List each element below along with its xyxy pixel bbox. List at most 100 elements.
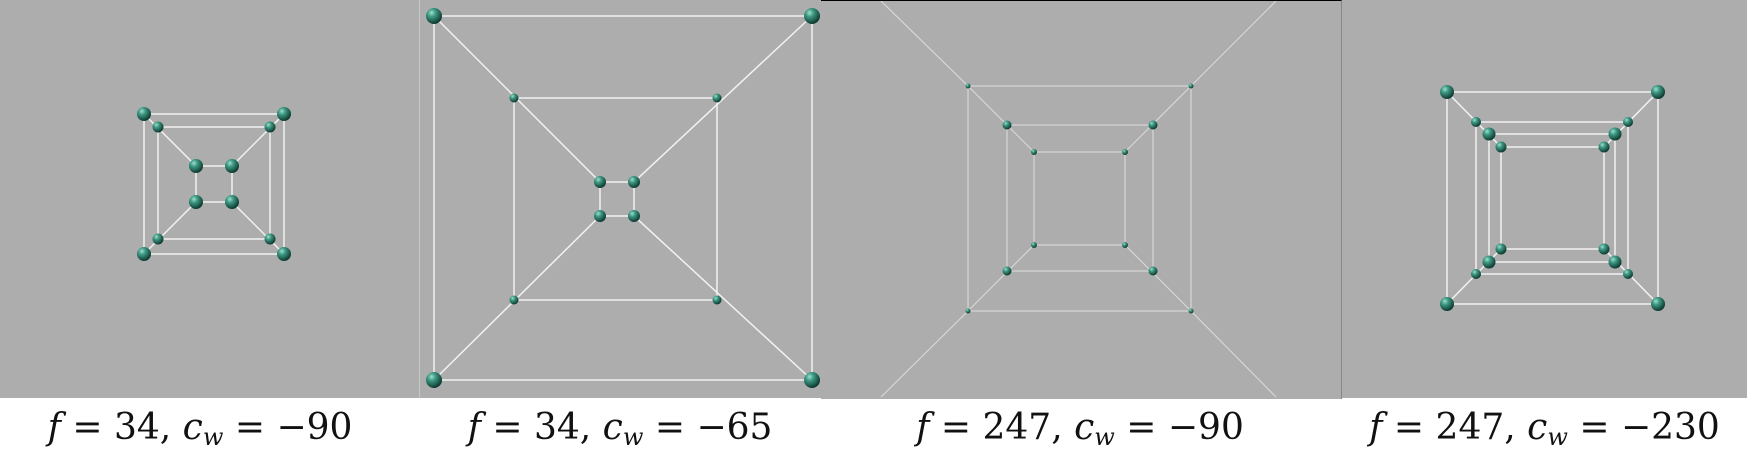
w-subscript: w	[1547, 423, 1568, 451]
graph-nodes	[426, 8, 820, 388]
w-subscript: w	[202, 423, 224, 451]
cw-value: −90	[276, 407, 353, 448]
node	[152, 121, 164, 133]
graph-nodes	[137, 107, 291, 261]
node	[965, 83, 971, 89]
node	[628, 210, 640, 222]
caption-panel-1: f = 34, cw = −90	[0, 404, 400, 452]
c-symbol: c	[182, 407, 203, 448]
render-panel-1	[0, 0, 419, 398]
node	[426, 8, 442, 24]
f-value: 34	[533, 407, 580, 448]
graph-nodes	[965, 83, 1194, 314]
caption-panel-4: f = 247, cw = −230	[1342, 404, 1747, 452]
comma: ,	[1051, 407, 1075, 448]
graph-nodes	[1440, 85, 1665, 311]
node	[1122, 149, 1128, 155]
node	[426, 372, 442, 388]
graph-view-2	[426, 8, 820, 388]
node	[594, 176, 606, 188]
node	[1495, 141, 1507, 153]
node	[1002, 266, 1012, 276]
node	[1482, 127, 1496, 141]
equals-sign: =	[929, 407, 983, 448]
node	[712, 93, 722, 103]
node	[1440, 297, 1454, 311]
c-symbol: c	[1527, 407, 1548, 448]
w-subscript: w	[1094, 423, 1115, 451]
node	[804, 372, 820, 388]
f-symbol: f	[467, 407, 481, 448]
node	[1188, 83, 1194, 89]
node	[225, 159, 239, 173]
node	[1623, 117, 1633, 127]
node	[264, 121, 276, 133]
node	[1122, 242, 1128, 248]
node	[804, 8, 820, 24]
node	[965, 308, 971, 314]
comma: ,	[579, 407, 603, 448]
equals-sign: =	[1567, 407, 1621, 448]
f-symbol: f	[916, 407, 930, 448]
equals-sign: =	[1382, 407, 1436, 448]
graph-edges	[433, 15, 813, 381]
node	[264, 233, 276, 245]
caption-panel-3: f = 247, cw = −90	[820, 404, 1340, 452]
node	[509, 295, 519, 305]
render-panel-2	[419, 0, 822, 398]
caption-panel-2: f = 34, cw = −65	[420, 404, 820, 452]
graph-view-4	[1440, 85, 1665, 311]
graph-edges	[143, 113, 285, 255]
node	[1495, 243, 1507, 255]
node	[277, 247, 291, 261]
node	[137, 247, 151, 261]
node	[189, 195, 203, 209]
f-value: 247	[982, 407, 1052, 448]
graph-view-3	[880, 1, 1277, 398]
node	[277, 107, 291, 121]
f-value: 34	[113, 407, 160, 448]
graph-edges	[880, 1, 1277, 398]
node	[225, 195, 239, 209]
equals-sign: =	[223, 407, 277, 448]
node	[1188, 308, 1194, 314]
node	[1608, 255, 1622, 269]
node	[189, 159, 203, 173]
node	[1002, 120, 1012, 130]
node	[1651, 297, 1665, 311]
node	[152, 233, 164, 245]
node	[594, 210, 606, 222]
f-symbol: f	[1369, 407, 1383, 448]
node	[1031, 242, 1037, 248]
f-symbol: f	[47, 407, 61, 448]
equals-sign: =	[480, 407, 534, 448]
node	[1598, 243, 1610, 255]
node	[712, 295, 722, 305]
node	[1440, 85, 1454, 99]
equals-sign: =	[1114, 407, 1168, 448]
render-panel-4	[1342, 0, 1747, 398]
cw-value: −65	[696, 407, 773, 448]
cw-value: −90	[1167, 407, 1244, 448]
graph-view-1	[137, 107, 291, 261]
node	[1608, 127, 1622, 141]
node	[1031, 149, 1037, 155]
render-panel-3	[821, 0, 1342, 399]
node	[1651, 85, 1665, 99]
node	[509, 93, 519, 103]
node	[1148, 120, 1158, 130]
node	[1482, 255, 1496, 269]
w-subscript: w	[622, 423, 644, 451]
equals-sign: =	[643, 407, 697, 448]
c-symbol: c	[1074, 407, 1095, 448]
comma: ,	[159, 407, 183, 448]
cw-value: −230	[1620, 407, 1720, 448]
comma: ,	[1504, 407, 1528, 448]
node	[1471, 117, 1481, 127]
node	[1598, 141, 1610, 153]
node	[628, 176, 640, 188]
c-symbol: c	[602, 407, 623, 448]
node	[1471, 269, 1481, 279]
equals-sign: =	[60, 407, 114, 448]
node	[1148, 266, 1158, 276]
